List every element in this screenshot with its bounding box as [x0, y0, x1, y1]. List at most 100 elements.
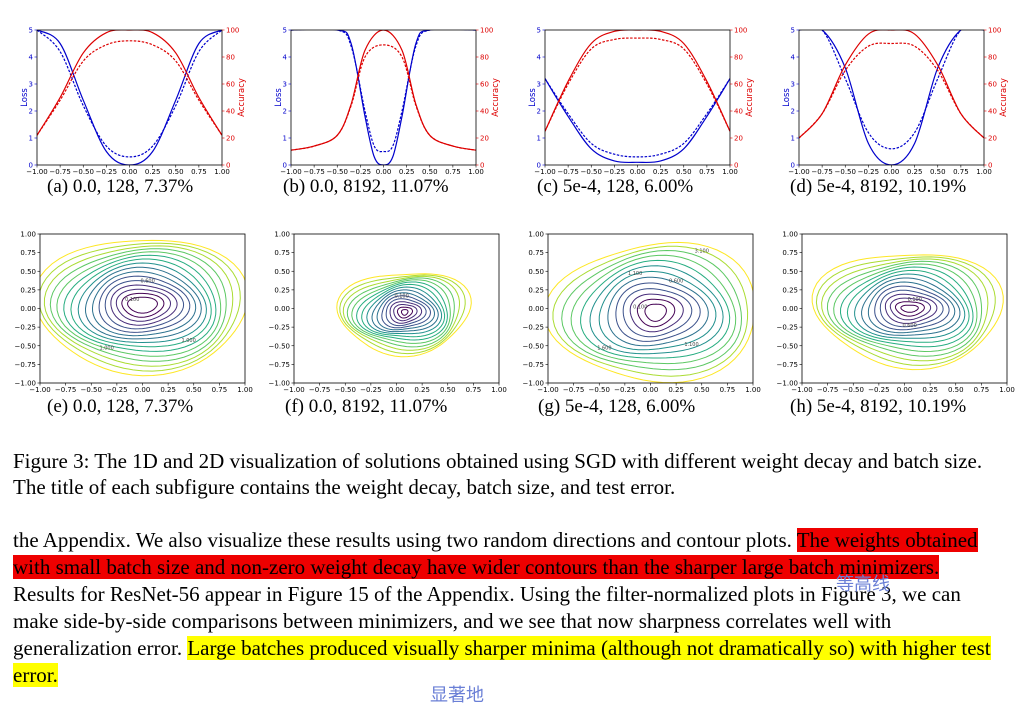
plot-f-svg: 0.100 −1.00 −0.75 −0.50 −0.25 0.00 0.25 0.50 0.7… — [269, 231, 507, 395]
y-tick-label: 3 — [29, 81, 33, 89]
x-tick-label: 0.75 — [466, 386, 482, 394]
contour-line — [342, 275, 461, 351]
contour-line — [894, 301, 925, 317]
contour-line — [552, 245, 749, 377]
y-tick-label: 3 — [791, 81, 795, 89]
x-tick-label: −0.75 — [55, 386, 76, 394]
x-tick-label: −1.00 — [29, 386, 50, 394]
plot-c: −1.00 −0.75 −0.50 −0.25 0.00 0.25 0.50 0.75 1.00… — [508, 0, 762, 200]
contour-label: 1.100 — [628, 271, 642, 277]
x-tick-label: −0.25 — [96, 168, 117, 176]
x-tick-label: 0.00 — [630, 168, 646, 176]
y-tick-label: 0.50 — [20, 268, 36, 276]
contour-label: 0.100 — [125, 297, 139, 303]
y-right-tick-label: 60 — [734, 81, 743, 89]
loss-dashed-line — [545, 78, 730, 158]
y-right-tick-label: 20 — [734, 135, 743, 143]
plot-d-svg: −1.00 −0.75 −0.50 −0.25 0.00 0.25 0.50 0.75 1.00… — [782, 27, 1009, 177]
y-right-axis-label: Accuracy — [745, 78, 755, 117]
x-tick-label: 0.25 — [653, 168, 669, 176]
x-tick-label: 0.75 — [974, 386, 990, 394]
loss-solid-line — [545, 78, 730, 164]
x-tick-label: −0.50 — [843, 386, 864, 394]
x-tick-label: 0.50 — [676, 168, 692, 176]
plot-h-svg: 0.100 0.600 −1.00 −0.75 −0.50 −0.25 0.00 0.25 0.… — [777, 231, 1015, 395]
contour-line — [826, 260, 983, 357]
y-right-tick-label: 80 — [734, 54, 743, 62]
y-right-tick-label: 80 — [480, 54, 489, 62]
y-right-tick-label: 80 — [988, 54, 997, 62]
x-tick-label: −0.75 — [817, 386, 838, 394]
red-highlight-note[interactable]: 等高线 — [836, 574, 890, 595]
contour-label: 0.600 — [902, 323, 916, 329]
body-paragraph: the Appendix. We also visualize these re… — [13, 527, 1003, 689]
x-tick-label: −0.25 — [868, 386, 889, 394]
plot-g-svg: 0.100 0.600 1.100 1.100 1.600 3.100 −1.00 −0.75… — [523, 231, 761, 395]
y-tick-label: −0.50 — [15, 342, 36, 350]
contour-line — [900, 304, 919, 313]
accuracy-solid-line — [37, 30, 222, 136]
y-tick-label: 3 — [283, 81, 287, 89]
y-tick-label: 1 — [29, 135, 33, 143]
contour-label: 1.000 — [181, 338, 195, 344]
contour-line — [385, 298, 427, 327]
contour-line — [598, 270, 717, 351]
y-tick-label: −0.25 — [269, 324, 290, 332]
y-tick-label: 0.75 — [20, 249, 36, 257]
y-tick-label: 1.00 — [20, 231, 36, 239]
plot-f: 0.100 −1.00 −0.75 −0.50 −0.25 0.00 0.25 0.50 0.7… — [254, 215, 508, 395]
x-tick-label: −0.50 — [81, 386, 102, 394]
contour-label: 0.100 — [394, 293, 408, 299]
x-tick-label: −0.25 — [614, 386, 635, 394]
subcaption-d: (d) 5e-4, 8192, 10.19% — [790, 176, 967, 197]
x-tick-label: 0.50 — [168, 168, 184, 176]
contour-line — [393, 304, 418, 322]
y-tick-label: 2 — [791, 108, 795, 116]
plot-a: −1.00 −0.75 −0.50 −0.25 0.00 0.25 0.50 0.75 1.00… — [0, 0, 254, 200]
contour-line — [84, 266, 202, 340]
contour-line — [43, 245, 234, 367]
y-tick-label: −1.00 — [523, 380, 544, 388]
x-tick-label: −0.50 — [335, 386, 356, 394]
x-tick-label: 0.25 — [922, 386, 938, 394]
contour-line — [56, 251, 222, 357]
loss-solid-line — [37, 30, 222, 165]
x-tick-label: 0.25 — [414, 386, 430, 394]
x-tick-label: 1.00 — [999, 386, 1015, 394]
x-tick-label: 0.25 — [145, 168, 161, 176]
x-tick-label: 0.50 — [948, 386, 964, 394]
x-tick-label: −0.75 — [811, 168, 832, 176]
x-tick-label: 1.00 — [237, 386, 253, 394]
y-tick-label: 1.00 — [528, 231, 544, 239]
y-tick-label: −1.00 — [777, 380, 798, 388]
x-tick-label: 0.75 — [212, 386, 228, 394]
subcaption-b: (b) 0.0, 8192, 11.07% — [283, 176, 449, 197]
x-tick-label: 0.25 — [907, 168, 923, 176]
y-tick-label: 5 — [29, 27, 33, 35]
contour-line — [644, 303, 667, 322]
x-tick-label: 1.00 — [722, 168, 738, 176]
x-tick-label: 0.75 — [191, 168, 207, 176]
y-tick-label: −0.25 — [523, 324, 544, 332]
y-tick-label: 4 — [791, 54, 796, 62]
loss-solid-line — [799, 30, 984, 165]
y-axis-label: Loss — [528, 88, 538, 107]
yellow-highlight-note[interactable]: 显著地 — [430, 685, 484, 706]
y-right-tick-label: 0 — [988, 162, 992, 170]
contour-label: 3.100 — [695, 249, 709, 255]
x-tick-label: −0.75 — [563, 386, 584, 394]
plot-e: 0.100 0.600 1.000 1.000 −1.00 −0.75 −0.50 −0.25… — [0, 215, 254, 395]
contour-line — [336, 273, 472, 358]
contour-label: 1.000 — [99, 345, 113, 351]
accuracy-dashed-line — [799, 42, 984, 139]
x-tick-label: −0.50 — [589, 386, 610, 394]
contour-line — [77, 262, 207, 344]
plot-frame — [798, 29, 985, 166]
x-tick-label: −0.25 — [350, 168, 371, 176]
x-tick-label: −0.25 — [858, 168, 879, 176]
y-right-tick-label: 0 — [480, 162, 484, 170]
x-tick-label: −1.00 — [280, 168, 301, 176]
y-tick-label: 2 — [283, 108, 287, 116]
contour-line — [548, 241, 753, 383]
x-tick-label: 0.50 — [694, 386, 710, 394]
